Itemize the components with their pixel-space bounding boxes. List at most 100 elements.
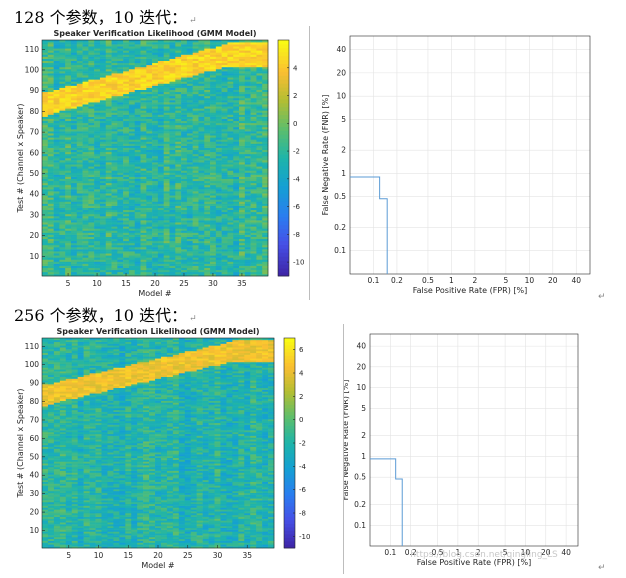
heatmap-cell	[71, 183, 77, 185]
heatmap-cell	[54, 193, 60, 195]
heatmap-cell	[129, 81, 135, 83]
heatmap-cell	[100, 210, 106, 212]
heatmap-cell	[59, 129, 65, 131]
heatmap-cell	[65, 259, 71, 261]
heatmap-cell	[210, 160, 216, 162]
heatmap-cell	[106, 110, 112, 112]
heatmap-cell	[129, 52, 135, 54]
heatmap-cell	[256, 220, 262, 222]
heatmap-cell	[48, 110, 54, 112]
heatmap-cell	[42, 230, 48, 232]
heatmap-cell	[210, 204, 216, 206]
heatmap-cell	[71, 160, 77, 162]
heatmap-cell	[193, 90, 199, 92]
heatmap-cell	[164, 224, 170, 226]
heatmap-cell	[54, 533, 60, 535]
heatmap-cell	[59, 73, 65, 75]
heatmap-cell	[71, 172, 77, 174]
heatmap-cell	[216, 204, 222, 206]
heatmap-cell	[94, 222, 100, 224]
heatmap-cell	[210, 115, 216, 117]
heatmap-cell	[245, 237, 251, 239]
heatmap-cell	[88, 239, 94, 241]
heatmap-cell	[161, 542, 167, 544]
heatmap-cell	[164, 218, 170, 220]
heatmap-cell	[193, 106, 199, 108]
heatmap-cell	[83, 183, 89, 185]
x-tick-label: 20	[548, 276, 558, 285]
heatmap-cell	[59, 106, 65, 108]
heatmap-cell	[204, 156, 210, 158]
heatmap-cell	[65, 262, 71, 264]
heatmap-cell	[59, 206, 65, 208]
heatmap-cell	[193, 253, 199, 255]
heatmap-cell	[164, 135, 170, 137]
colorbar-tick-label: -10	[293, 259, 304, 267]
heatmap-cell	[71, 166, 77, 168]
heatmap-cell	[239, 127, 245, 129]
heatmap-cell	[233, 166, 239, 168]
heatmap-cell	[216, 168, 222, 170]
heatmap-cell	[227, 187, 233, 189]
chart-title: Speaker Verification Likelihood (GMM Mod…	[56, 327, 259, 336]
heatmap-cell	[146, 216, 152, 218]
heatmap-cell	[169, 61, 175, 63]
heatmap-cell	[135, 206, 141, 208]
heatmap-cell	[169, 233, 175, 235]
heatmap-cell	[187, 199, 193, 201]
heatmap-cell	[158, 129, 164, 131]
heatmap-cell	[181, 119, 187, 121]
heatmap-cell	[193, 175, 199, 177]
heatmap-cell	[245, 230, 251, 232]
heatmap-cell	[204, 141, 210, 143]
heatmap-cell	[239, 98, 245, 100]
heatmap-cell	[210, 193, 216, 195]
heatmap-cell	[216, 115, 222, 117]
heatmap-cell	[59, 166, 65, 168]
heatmap-cell	[152, 127, 158, 129]
heatmap-cell	[222, 90, 228, 92]
heatmap-cell	[210, 63, 216, 65]
heatmap-cell	[88, 264, 94, 266]
heatmap-cell	[83, 204, 89, 206]
heatmap-cell	[100, 222, 106, 224]
heatmap-cell	[83, 245, 89, 247]
heatmap-cell	[141, 77, 147, 79]
heatmap-cell	[106, 69, 112, 71]
heatmap-cell	[71, 243, 77, 245]
heatmap-cell	[210, 75, 216, 77]
heatmap-cell	[251, 235, 257, 237]
heatmap-cell	[59, 46, 65, 48]
heatmap-cell	[198, 152, 204, 154]
heatmap-cell	[77, 166, 83, 168]
heatmap-cell	[244, 537, 250, 539]
heatmap-cell	[215, 531, 221, 533]
heatmap-cell	[268, 535, 274, 537]
heatmap-cell	[251, 230, 257, 232]
heatmap-cell	[88, 115, 94, 117]
heatmap-cell	[54, 542, 60, 544]
heatmap-cell	[185, 537, 191, 539]
heatmap-cell	[48, 90, 54, 92]
heatmap-cell	[227, 152, 233, 154]
heatmap-cell	[129, 139, 135, 141]
heatmap-cell	[48, 239, 54, 241]
heatmap-cell	[239, 112, 245, 114]
heatmap-cell	[48, 255, 54, 257]
heatmap-cell	[233, 226, 239, 228]
heatmap-cell	[245, 61, 251, 63]
heatmap-cell	[198, 272, 204, 274]
heatmap-cell	[141, 253, 147, 255]
heatmap-cell	[256, 123, 262, 125]
heatmap-cell	[94, 187, 100, 189]
heatmap-cell	[152, 208, 158, 210]
heatmap-cell	[239, 251, 245, 253]
heatmap-cell	[169, 154, 175, 156]
heatmap-cell	[164, 249, 170, 251]
heatmap-cell	[245, 106, 251, 108]
heatmap-cell	[198, 166, 204, 168]
heatmap-cell	[71, 206, 77, 208]
heatmap-cell	[158, 257, 164, 259]
colorbar-segment	[278, 189, 289, 193]
figure-heatmap-256: Speaker Verification Likelihood (GMM Mod…	[14, 324, 342, 574]
